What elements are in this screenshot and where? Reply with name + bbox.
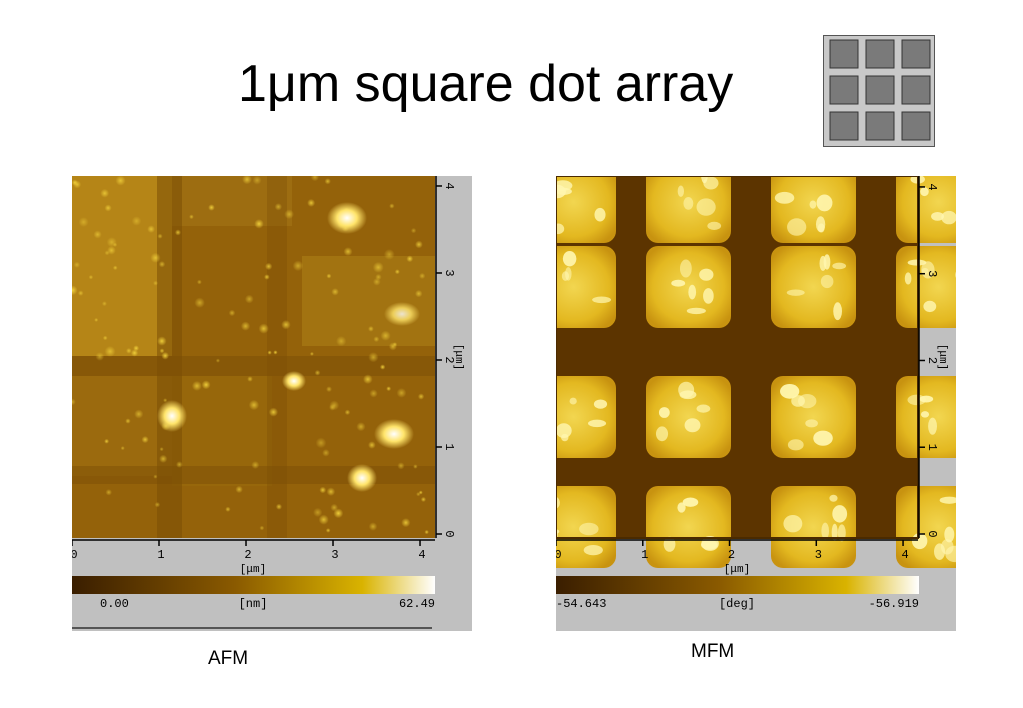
y-tick-label: 0 xyxy=(442,530,456,537)
x-tick-label: 2 xyxy=(728,548,735,562)
mfm-panel: 0 1 2 3 4 [μm] 0 1 2 3 4 [μm] -54.643 [deg] -56.… xyxy=(556,176,956,631)
dot-square xyxy=(901,39,931,69)
dot-square xyxy=(829,111,859,141)
y-tick-label: 2 xyxy=(442,356,456,363)
y-tick-label: 4 xyxy=(442,182,456,189)
afm-caption: AFM xyxy=(208,648,249,669)
afm-scale-unit: [nm] xyxy=(239,597,268,611)
x-tick-label: 0 xyxy=(72,548,78,562)
dot-square xyxy=(829,75,859,105)
x-tick-label: 2 xyxy=(244,548,251,562)
dot-square xyxy=(865,75,895,105)
dot-square xyxy=(901,75,931,105)
x-tick-label: 1 xyxy=(157,548,164,562)
y-tick-label: 1 xyxy=(442,443,456,450)
slide-title: 1μm square dot array xyxy=(238,55,734,113)
mfm-scale-unit: [deg] xyxy=(719,597,755,611)
mfm-colorbar xyxy=(556,576,919,594)
dot-square xyxy=(865,111,895,141)
x-tick-label: 3 xyxy=(331,548,338,562)
y-tick-label: 3 xyxy=(442,269,456,276)
x-tick-label: 4 xyxy=(901,548,908,562)
mfm-image xyxy=(556,176,918,538)
mfm-y-unit: [μm] xyxy=(936,344,948,370)
afm-scale-min: 0.00 xyxy=(100,597,129,611)
x-tick-label: 4 xyxy=(418,548,425,562)
x-tick-label: 3 xyxy=(815,548,822,562)
mfm-scale-max: -56.919 xyxy=(869,597,919,611)
x-tick-label: 1 xyxy=(641,548,648,562)
y-tick-label: 2 xyxy=(925,357,939,364)
afm-scale-max: 62.49 xyxy=(399,597,435,611)
mfm-scale-min: -54.643 xyxy=(556,597,606,611)
x-tick-label: 0 xyxy=(556,548,562,562)
dot-square xyxy=(865,39,895,69)
afm-y-unit: [μm] xyxy=(452,344,464,370)
mfm-caption: MFM xyxy=(691,641,735,662)
afm-panel: 0 1 2 3 4 [μm] 0 1 2 3 4 [μm] 0.00 [nm] 62.49 xyxy=(72,176,472,631)
y-tick-label: 0 xyxy=(925,530,939,537)
afm-x-unit: [μm] xyxy=(240,564,266,576)
dot-square xyxy=(901,111,931,141)
afm-colorbar xyxy=(72,576,435,594)
y-tick-label: 4 xyxy=(925,183,939,190)
y-tick-label: 3 xyxy=(925,270,939,277)
y-tick-label: 1 xyxy=(925,444,939,451)
mfm-x-unit: [μm] xyxy=(724,564,750,576)
dot-array-icon xyxy=(823,35,935,147)
dot-square xyxy=(829,39,859,69)
